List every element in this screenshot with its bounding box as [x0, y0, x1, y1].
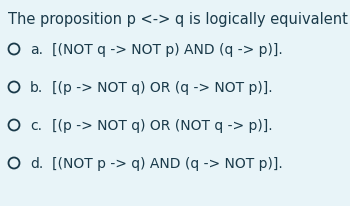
- Text: [(p -> NOT q) OR (NOT q -> p)].: [(p -> NOT q) OR (NOT q -> p)].: [52, 118, 273, 132]
- Text: [(NOT q -> NOT p) AND (q -> p)].: [(NOT q -> NOT p) AND (q -> p)].: [52, 43, 283, 57]
- Text: b.: b.: [30, 81, 43, 95]
- Text: d.: d.: [30, 156, 43, 170]
- Text: c.: c.: [30, 118, 42, 132]
- Text: The proposition p <-> q is logically equivalent to: The proposition p <-> q is logically equ…: [8, 12, 350, 27]
- Text: a.: a.: [30, 43, 43, 57]
- Text: [(p -> NOT q) OR (q -> NOT p)].: [(p -> NOT q) OR (q -> NOT p)].: [52, 81, 273, 95]
- Text: [(NOT p -> q) AND (q -> NOT p)].: [(NOT p -> q) AND (q -> NOT p)].: [52, 156, 283, 170]
